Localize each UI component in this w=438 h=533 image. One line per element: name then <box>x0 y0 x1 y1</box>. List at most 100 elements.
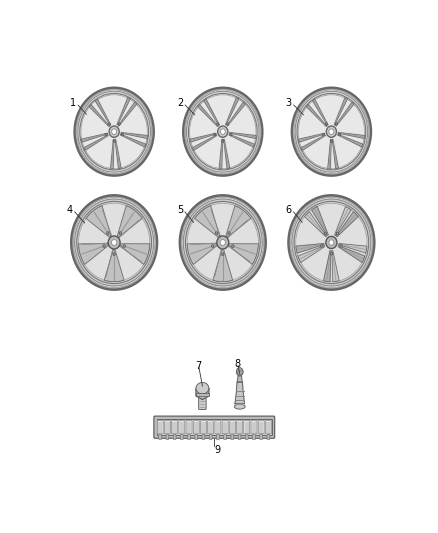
Ellipse shape <box>294 91 368 173</box>
Polygon shape <box>117 98 130 125</box>
Polygon shape <box>229 244 258 264</box>
Ellipse shape <box>326 237 337 248</box>
Ellipse shape <box>323 134 324 135</box>
FancyBboxPatch shape <box>216 434 219 440</box>
Text: 4: 4 <box>67 205 73 215</box>
FancyBboxPatch shape <box>199 395 206 409</box>
Polygon shape <box>336 102 354 126</box>
Text: 2: 2 <box>177 98 183 108</box>
Polygon shape <box>198 104 218 126</box>
FancyBboxPatch shape <box>180 434 183 440</box>
FancyBboxPatch shape <box>265 421 271 434</box>
Polygon shape <box>120 134 146 147</box>
Polygon shape <box>332 139 339 169</box>
FancyBboxPatch shape <box>173 434 176 440</box>
FancyBboxPatch shape <box>165 422 170 433</box>
Polygon shape <box>339 244 367 253</box>
Ellipse shape <box>220 239 226 245</box>
FancyBboxPatch shape <box>215 421 221 434</box>
Ellipse shape <box>326 126 336 138</box>
Polygon shape <box>78 244 108 264</box>
Polygon shape <box>338 133 365 139</box>
Ellipse shape <box>230 133 232 136</box>
FancyBboxPatch shape <box>244 422 249 433</box>
FancyBboxPatch shape <box>224 434 226 440</box>
FancyBboxPatch shape <box>159 434 162 440</box>
FancyBboxPatch shape <box>172 421 177 434</box>
Ellipse shape <box>80 94 148 169</box>
Polygon shape <box>338 134 363 147</box>
Polygon shape <box>117 206 142 237</box>
Ellipse shape <box>336 124 337 125</box>
FancyBboxPatch shape <box>156 419 272 435</box>
Polygon shape <box>95 99 111 125</box>
Polygon shape <box>229 134 254 147</box>
Polygon shape <box>312 99 328 125</box>
Ellipse shape <box>122 134 123 135</box>
Polygon shape <box>307 104 327 126</box>
FancyBboxPatch shape <box>196 393 208 397</box>
Text: 9: 9 <box>214 445 220 455</box>
Ellipse shape <box>326 124 327 125</box>
FancyBboxPatch shape <box>173 422 177 433</box>
Polygon shape <box>230 133 256 139</box>
Polygon shape <box>296 244 324 253</box>
Ellipse shape <box>297 94 365 169</box>
Ellipse shape <box>112 239 117 245</box>
Polygon shape <box>237 376 242 382</box>
FancyBboxPatch shape <box>252 422 256 433</box>
Ellipse shape <box>113 140 115 142</box>
Ellipse shape <box>336 123 338 125</box>
Ellipse shape <box>123 245 125 247</box>
Ellipse shape <box>77 91 151 173</box>
Polygon shape <box>81 133 107 142</box>
FancyBboxPatch shape <box>258 421 264 434</box>
FancyBboxPatch shape <box>253 434 255 440</box>
FancyBboxPatch shape <box>251 421 257 434</box>
Ellipse shape <box>330 253 332 255</box>
FancyBboxPatch shape <box>245 434 248 440</box>
Polygon shape <box>204 99 219 125</box>
FancyBboxPatch shape <box>209 434 212 440</box>
Ellipse shape <box>324 232 327 235</box>
Polygon shape <box>89 104 110 126</box>
Ellipse shape <box>189 94 257 169</box>
FancyBboxPatch shape <box>238 434 241 440</box>
Polygon shape <box>196 385 209 400</box>
Ellipse shape <box>230 134 231 135</box>
Ellipse shape <box>217 124 218 125</box>
Polygon shape <box>336 212 358 237</box>
Text: 7: 7 <box>196 361 202 370</box>
Ellipse shape <box>222 140 224 142</box>
FancyBboxPatch shape <box>202 434 205 440</box>
Polygon shape <box>213 250 233 281</box>
FancyBboxPatch shape <box>230 421 235 434</box>
Ellipse shape <box>321 245 323 247</box>
Ellipse shape <box>186 91 260 173</box>
Polygon shape <box>219 140 223 169</box>
FancyBboxPatch shape <box>193 421 199 434</box>
Text: 5: 5 <box>177 205 183 215</box>
Ellipse shape <box>114 141 115 142</box>
FancyBboxPatch shape <box>244 421 250 434</box>
Polygon shape <box>226 98 239 125</box>
Polygon shape <box>86 206 111 237</box>
Ellipse shape <box>329 129 334 134</box>
Polygon shape <box>338 246 365 262</box>
Ellipse shape <box>227 123 229 125</box>
Ellipse shape <box>212 245 214 247</box>
FancyBboxPatch shape <box>195 434 198 440</box>
Ellipse shape <box>330 140 332 142</box>
FancyBboxPatch shape <box>259 422 263 433</box>
Polygon shape <box>118 102 137 126</box>
Ellipse shape <box>108 123 110 125</box>
Ellipse shape <box>228 232 230 235</box>
Ellipse shape <box>339 133 341 136</box>
Ellipse shape <box>119 124 120 125</box>
Polygon shape <box>298 246 325 262</box>
FancyBboxPatch shape <box>157 421 163 434</box>
FancyBboxPatch shape <box>208 422 213 433</box>
Polygon shape <box>110 140 114 169</box>
Polygon shape <box>334 98 347 125</box>
Polygon shape <box>120 244 150 264</box>
